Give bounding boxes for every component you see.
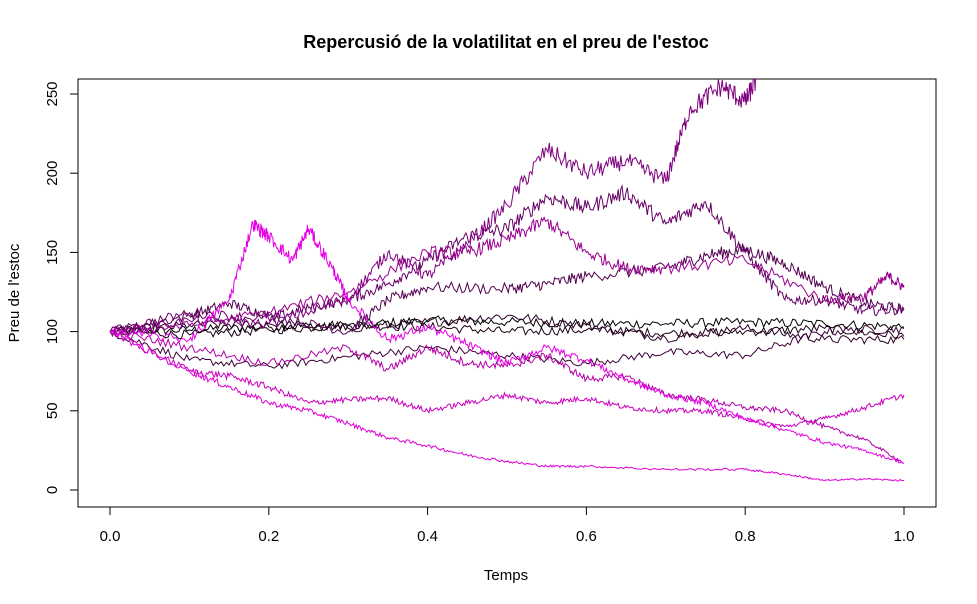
x-axis: 0.0 0.2 0.4 0.6 0.8 1.0 [100, 506, 915, 545]
series-line-7 [109, 79, 756, 337]
x-tick-label: 0.0 [100, 528, 121, 545]
series-line-8 [109, 216, 905, 336]
y-tick-label: 150 [44, 240, 61, 265]
y-axis-label: Preu de l'estoc [6, 243, 23, 342]
series-line-10 [109, 329, 905, 428]
series-layer [109, 79, 905, 482]
chart-title: Repercusió de la volatilitat en el preu … [303, 32, 708, 52]
x-tick-label: 1.0 [894, 528, 915, 545]
x-axis-label: Temps [484, 567, 528, 584]
series-line-11 [109, 330, 905, 482]
series-line-9 [109, 329, 904, 464]
series-line-4 [110, 325, 905, 370]
y-axis: 0 50 100 150 200 250 [44, 81, 79, 494]
y-tick-label: 50 [44, 402, 61, 419]
y-tick-label: 0 [44, 486, 61, 494]
series-line-3 [109, 313, 905, 345]
y-tick-label: 200 [44, 161, 61, 186]
y-tick-label: 250 [44, 81, 61, 106]
x-tick-label: 0.8 [735, 528, 756, 545]
y-tick-label: 100 [44, 319, 61, 344]
x-tick-label: 0.4 [417, 528, 438, 545]
series-line-6 [109, 184, 905, 335]
series-line-12 [109, 219, 905, 464]
plot-frame [77, 78, 937, 508]
x-tick-label: 0.6 [576, 528, 597, 545]
series-line-5 [109, 243, 905, 336]
x-tick-label: 0.2 [258, 528, 279, 545]
